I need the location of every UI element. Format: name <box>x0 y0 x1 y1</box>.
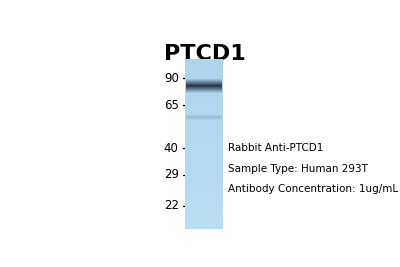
Text: 65: 65 <box>164 99 179 112</box>
Text: PTCD1: PTCD1 <box>164 44 246 64</box>
Text: Sample Type: Human 293T: Sample Type: Human 293T <box>228 164 368 174</box>
Text: 90: 90 <box>164 72 179 85</box>
Text: Rabbit Anti-PTCD1: Rabbit Anti-PTCD1 <box>228 143 324 153</box>
Text: Antibody Concentration: 1ug/mL: Antibody Concentration: 1ug/mL <box>228 184 398 194</box>
Text: 40: 40 <box>164 142 179 155</box>
Text: 22: 22 <box>164 199 179 212</box>
Text: 29: 29 <box>164 168 179 181</box>
